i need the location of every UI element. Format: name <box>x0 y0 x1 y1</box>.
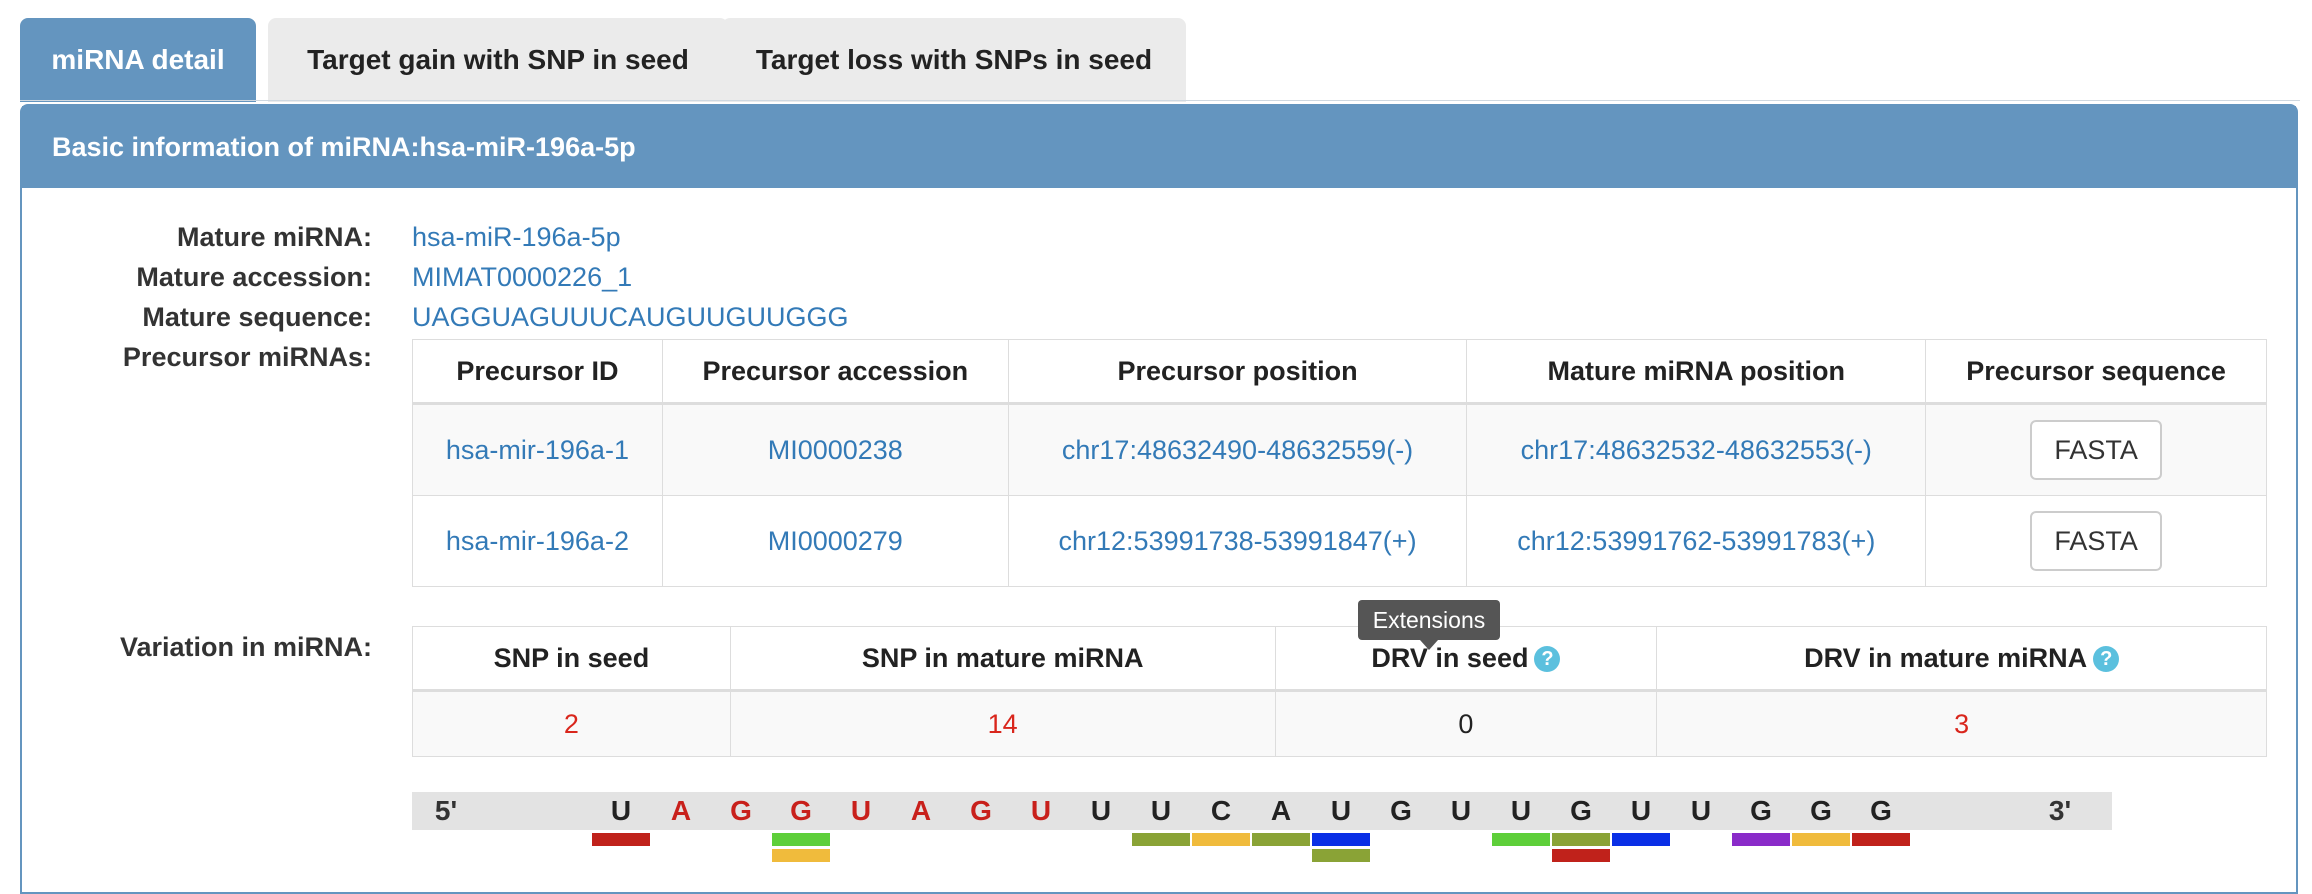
fasta-cell: FASTA <box>1925 495 2267 587</box>
nucleotide: U <box>1690 795 1712 826</box>
snp-marker[interactable] <box>1552 849 1610 862</box>
snp-seed-count[interactable]: 2 <box>412 690 731 757</box>
nucleotide: U <box>610 795 632 826</box>
mature-accession-link[interactable]: MIMAT0000226_1 <box>412 262 633 292</box>
mature-accession-label: Mature accession: <box>136 262 372 292</box>
col-precursor-id: Precursor ID <box>412 339 663 405</box>
nucleotide: U <box>1150 795 1172 826</box>
nucleotide: G <box>970 795 992 826</box>
basic-info-panel: Basic information of miRNA:hsa-miR-196a-… <box>20 104 2298 894</box>
col-drv-mature: DRV in mature miRNA? <box>1656 626 2267 692</box>
nucleotide: U <box>1090 795 1112 826</box>
snp-marker[interactable] <box>1792 833 1850 846</box>
variation-table: SNP in seed SNP in mature miRNA DRV in s… <box>412 626 2267 757</box>
nucleotide: G <box>1810 795 1832 826</box>
snp-marker[interactable] <box>1852 833 1910 846</box>
variation-label: Variation in miRNA: <box>119 632 372 662</box>
fasta-button[interactable]: FASTA <box>2030 511 2163 571</box>
help-icon[interactable]: ? <box>1534 645 1561 672</box>
col-snp-mature: SNP in mature miRNA <box>729 626 1276 692</box>
table-row: 2 14 0 3 <box>412 690 2267 757</box>
nucleotide: U <box>1330 795 1352 826</box>
mature-sequence-label: Mature sequence: <box>142 302 372 332</box>
snp-marker[interactable] <box>772 833 830 846</box>
precursor-id-link[interactable]: hsa-mir-196a-1 <box>412 403 663 496</box>
nucleotide: G <box>1570 795 1592 826</box>
snp-marker[interactable] <box>1492 833 1550 846</box>
fasta-button[interactable]: FASTA <box>2030 420 2163 480</box>
snp-marker[interactable] <box>1312 833 1370 846</box>
nucleotide: U <box>1630 795 1652 826</box>
col-mature-position: Mature miRNA position <box>1466 339 1927 405</box>
tab-divider <box>20 100 2300 101</box>
tab-target-loss[interactable]: Target loss with SNPs in seed <box>722 18 1186 102</box>
snp-marker[interactable] <box>1252 833 1310 846</box>
fasta-cell: FASTA <box>1925 403 2267 496</box>
snp-marker[interactable] <box>772 849 830 862</box>
col-precursor-position: Precursor position <box>1007 339 1468 405</box>
mature-position-link[interactable]: chr12:53991762-53991783(+) <box>1466 495 1927 587</box>
mature-sequence-value: UAGGUAGUUUCAUGUUGUUGGG <box>412 302 849 332</box>
nucleotide: A <box>910 795 932 826</box>
col-precursor-accession: Precursor accession <box>661 339 1009 405</box>
precursor-position-link[interactable]: chr17:48632490-48632559(-) <box>1007 403 1468 496</box>
nucleotide: A <box>1270 795 1292 826</box>
precursor-mirnas-label: Precursor miRNAs: <box>122 342 372 372</box>
help-icon[interactable]: ? <box>2093 645 2120 672</box>
snp-marker[interactable] <box>592 833 650 846</box>
nucleotide: U <box>1510 795 1532 826</box>
precursor-table: Precursor ID Precursor accession Precurs… <box>412 339 2267 587</box>
mature-mirna-label: Mature miRNA: <box>176 222 372 252</box>
drv-mature-count[interactable]: 3 <box>1656 690 2267 757</box>
snp-mature-count[interactable]: 14 <box>729 690 1276 757</box>
col-snp-seed: SNP in seed <box>412 626 731 692</box>
drv-seed-count: 0 <box>1274 690 1658 757</box>
precursor-accession-link[interactable]: MI0000238 <box>661 403 1009 496</box>
sequence-strip <box>412 792 2112 830</box>
nucleotide: C <box>1210 795 1232 826</box>
tab-target-gain[interactable]: Target gain with SNP in seed <box>268 18 728 102</box>
drv-mature-label: DRV in mature miRNA <box>1804 642 2088 673</box>
snp-marker[interactable] <box>1552 833 1610 846</box>
nucleotide: G <box>790 795 812 826</box>
nucleotide: A <box>670 795 692 826</box>
precursor-accession-link[interactable]: MI0000279 <box>661 495 1009 587</box>
table-row: hsa-mir-196a-2 MI0000279 chr12:53991738-… <box>412 495 2267 587</box>
mature-mirna-link[interactable]: hsa-miR-196a-5p <box>412 222 621 252</box>
nucleotide: U <box>1450 795 1472 826</box>
snp-marker[interactable] <box>1312 849 1370 862</box>
col-precursor-sequence: Precursor sequence <box>1925 339 2267 405</box>
nucleotide: G <box>1750 795 1772 826</box>
panel-title: Basic information of miRNA:hsa-miR-196a-… <box>22 106 2296 188</box>
snp-marker[interactable] <box>1732 833 1790 846</box>
mature-position-link[interactable]: chr17:48632532-48632553(-) <box>1466 403 1927 496</box>
nucleotide: G <box>730 795 752 826</box>
extensions-tooltip: Extensions <box>1358 600 1500 650</box>
nucleotide: G <box>1870 795 1892 826</box>
tab-mirna-detail[interactable]: miRNA detail <box>20 18 256 102</box>
precursor-id-link[interactable]: hsa-mir-196a-2 <box>412 495 663 587</box>
snp-marker[interactable] <box>1612 833 1670 846</box>
nucleotide: G <box>1390 795 1412 826</box>
precursor-position-link[interactable]: chr12:53991738-53991847(+) <box>1007 495 1468 587</box>
variation-header-row: SNP in seed SNP in mature miRNA DRV in s… <box>412 626 2267 692</box>
table-row: hsa-mir-196a-1 MI0000238 chr17:48632490-… <box>412 403 2267 496</box>
nucleotide: U <box>1030 795 1052 826</box>
five-prime-label: 5' <box>434 795 458 826</box>
drv-seed-label: DRV in seed <box>1371 642 1529 673</box>
three-prime-label: 3' <box>2048 795 2072 826</box>
snp-marker[interactable] <box>1192 833 1250 846</box>
snp-marker[interactable] <box>1132 833 1190 846</box>
precursor-header-row: Precursor ID Precursor accession Precurs… <box>412 339 2267 405</box>
nucleotide: U <box>850 795 872 826</box>
